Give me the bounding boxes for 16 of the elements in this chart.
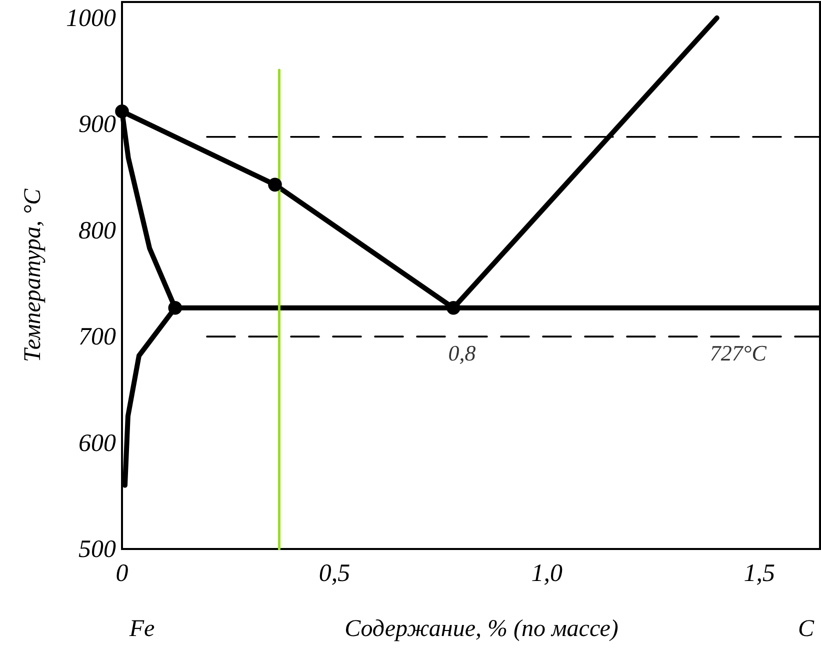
y-tick-label: 700 <box>78 324 116 351</box>
x-tick-label: 1,5 <box>744 560 776 587</box>
annotation: 727°C <box>710 340 767 366</box>
annotation: 0,8 <box>448 340 476 366</box>
text: Fe <box>128 616 156 642</box>
y-tick-label: 800 <box>78 217 116 244</box>
x-tick-label: 0 <box>116 560 129 587</box>
text: C <box>798 616 815 642</box>
y-tick-label: 500 <box>78 536 116 563</box>
y-tick-label: 900 <box>78 111 116 138</box>
x-axis-title: Содержание, % (по массе) <box>344 616 618 642</box>
y-axis-title: Температура, °C <box>20 188 46 362</box>
x-tick-label: 0,5 <box>318 560 350 587</box>
y-tick-label: 600 <box>78 430 116 457</box>
y-tick-label: 1000 <box>66 4 116 32</box>
x-tick-label: 1,0 <box>531 560 564 587</box>
